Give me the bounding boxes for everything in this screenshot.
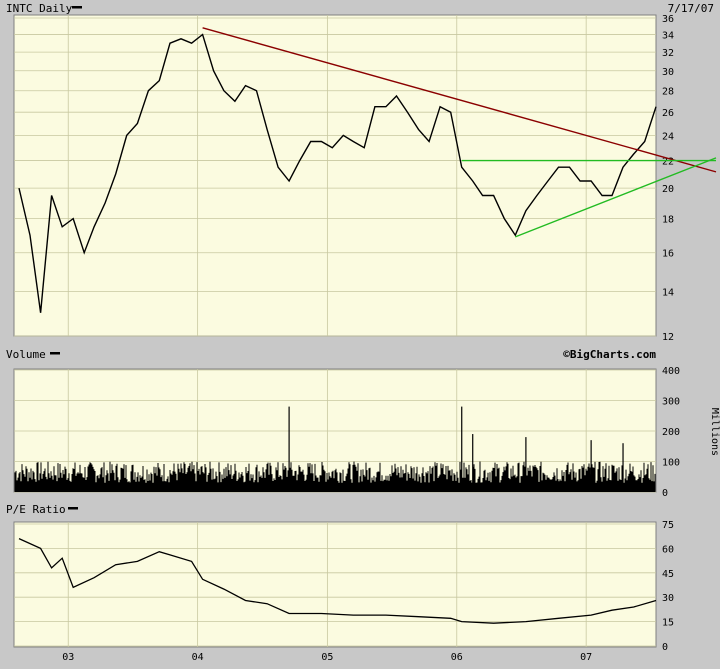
price-y-tick-label: 14 xyxy=(662,287,674,298)
trendline-support xyxy=(515,157,717,238)
volume-legend-icon xyxy=(50,352,60,355)
x-tick-label: 04 xyxy=(192,652,204,663)
volume-y-tick-label: 100 xyxy=(662,458,680,469)
trendlines xyxy=(202,27,717,238)
x-tick-label: 05 xyxy=(321,652,333,663)
volume-header-bar xyxy=(1,347,719,361)
pe-y-tick-label: 45 xyxy=(662,569,674,580)
price-y-tick-label: 12 xyxy=(662,332,674,343)
pe-y-tick-label: 75 xyxy=(662,520,674,531)
price-y-tick-label: 28 xyxy=(662,87,674,98)
pe-grid xyxy=(14,522,656,647)
price-y-tick-label: 16 xyxy=(662,249,674,260)
price-y-tick-label: 30 xyxy=(662,67,674,78)
legend-line-icon xyxy=(72,6,82,9)
price-y-tick-label: 22 xyxy=(662,157,674,168)
price-y-tick-label: 34 xyxy=(662,31,674,42)
watermark: ©BigCharts.com xyxy=(563,348,656,361)
pe-y-tick-label: 60 xyxy=(662,544,674,555)
trendline-resistance xyxy=(202,27,717,173)
pe-line xyxy=(18,538,657,624)
price-series xyxy=(18,33,657,313)
pe-legend-icon xyxy=(68,507,78,510)
pe-y-tick-label: 0 xyxy=(662,642,668,653)
pe-y-axis: 0 15 30 45 60 75 xyxy=(662,520,674,653)
price-y-tick-label: 18 xyxy=(662,215,674,226)
volume-bars xyxy=(14,406,656,492)
price-y-tick-label: 20 xyxy=(662,184,674,195)
volume-y-axis: 0 100 200 300 400 xyxy=(662,366,680,499)
pe-y-tick-label: 30 xyxy=(662,593,674,604)
price-y-tick-label: 36 xyxy=(662,14,674,25)
volume-title: Volume xyxy=(6,348,46,361)
price-line xyxy=(18,33,657,313)
volume-ylabel: Millions xyxy=(709,408,720,456)
pe-x-axis: 03 04 05 06 07 xyxy=(62,652,592,663)
price-plot-area xyxy=(13,14,657,337)
volume-bars-path xyxy=(14,461,656,492)
price-y-axis: 12 14 16 18 20 22 24 26 28 30 32 34 36 xyxy=(662,14,674,343)
x-tick-label: 03 xyxy=(62,652,74,663)
price-y-tick-label: 26 xyxy=(662,108,674,119)
pe-title: P/E Ratio xyxy=(6,503,66,516)
x-tick-label: 07 xyxy=(580,652,592,663)
price-y-tick-label: 24 xyxy=(662,131,674,142)
pe-plot-area xyxy=(13,521,657,648)
price-title: INTC Daily xyxy=(6,2,73,15)
volume-y-tick-label: 300 xyxy=(662,397,680,408)
pe-series xyxy=(18,538,657,624)
volume-grid xyxy=(14,369,656,493)
chart-date: 7/17/07 xyxy=(668,2,714,15)
volume-y-tick-label: 200 xyxy=(662,427,680,438)
volume-y-tick-label: 400 xyxy=(662,366,680,377)
x-tick-label: 06 xyxy=(451,652,463,663)
price-grid xyxy=(14,15,656,337)
volume-y-tick-label: 0 xyxy=(662,488,668,499)
pe-y-tick-label: 15 xyxy=(662,618,674,629)
price-header-bar xyxy=(1,1,719,14)
pe-header-bar xyxy=(1,502,719,516)
price-y-tick-label: 32 xyxy=(662,48,674,59)
